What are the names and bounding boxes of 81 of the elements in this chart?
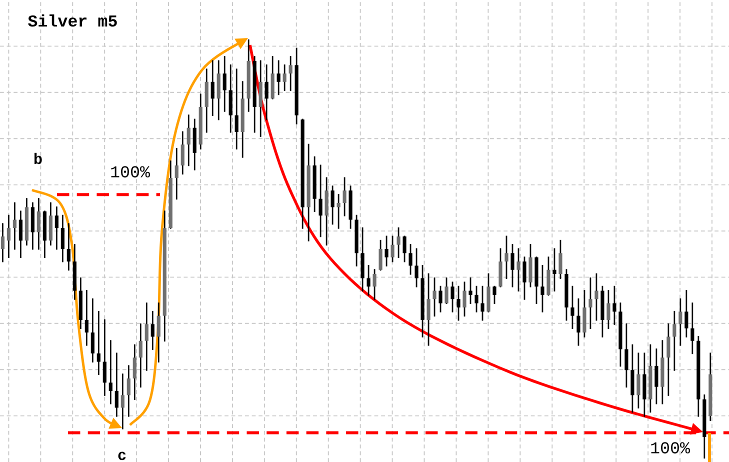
candlestick [576,298,580,346]
candlestick [402,236,406,262]
candlestick [654,348,658,404]
candlestick [222,56,226,112]
candlestick [102,319,106,396]
candlestick [444,278,448,304]
candlestick [378,240,382,271]
annotation: 100% [111,166,150,178]
annotation: c [118,452,126,460]
candlestick [132,344,136,400]
candlestick [390,236,394,262]
candlestick [474,286,478,312]
candlestick [234,68,238,150]
candlestick [624,323,628,388]
candlestick [342,177,346,216]
candlestick [612,286,616,325]
candlestick [588,278,592,330]
candlestick [570,286,574,330]
candlestick [438,286,442,312]
candlestick [672,310,676,371]
candlestick [396,227,400,258]
candlestick [606,290,610,330]
candlestick [0,223,4,262]
candlestick [516,248,520,292]
candlestick [138,323,142,388]
candlestick [276,60,280,96]
candlestick [60,214,64,262]
candlestick [186,114,190,166]
annotation: b [34,152,42,164]
candlestick [426,273,430,346]
annotation: 100% [651,442,690,454]
candlestick [510,244,514,288]
candlestick [174,148,178,200]
candlestick [684,290,688,338]
candlestick [414,248,418,288]
candlestick [282,64,286,91]
candlestick [408,244,412,275]
candlestick [468,278,472,304]
candlestick [12,202,16,250]
candlestick [156,302,160,362]
candlestick [690,302,694,354]
candlestick [144,302,148,371]
candlestick [558,240,562,279]
candlestick [126,365,130,417]
candlestick [108,340,112,404]
candlestick [450,282,454,312]
candlestick [210,60,214,116]
candlestick [150,310,154,350]
chart-title: Silver m5 [28,14,117,27]
candlestick [384,236,388,266]
candlestick [96,310,100,375]
candlestick [552,248,556,292]
candlestick [66,223,70,271]
candlestick [462,282,466,316]
candlestick [36,198,40,250]
candlestick [90,298,94,362]
candlestick [678,298,682,346]
candlestick [18,210,22,258]
candlestick [594,273,598,321]
candlestick [522,256,526,300]
candlestick [366,264,370,296]
candlestick [84,290,88,346]
candlestick [456,286,460,321]
candlestick [114,352,118,417]
candlestick [372,269,376,300]
candlestick [504,236,508,279]
candlestick [480,286,484,321]
candlestick [288,56,292,91]
candlestick [120,374,124,430]
candlestick [336,194,340,229]
candlestick [180,131,184,174]
candlestick [54,206,58,250]
candlestick [492,286,496,304]
candlestick [666,323,670,396]
candlestick [264,64,268,120]
candlestick [330,186,334,225]
candlestick [6,214,10,258]
candlestick [540,264,544,312]
candlestick [636,352,640,408]
candlestick [318,164,322,238]
candlestick [432,278,436,316]
